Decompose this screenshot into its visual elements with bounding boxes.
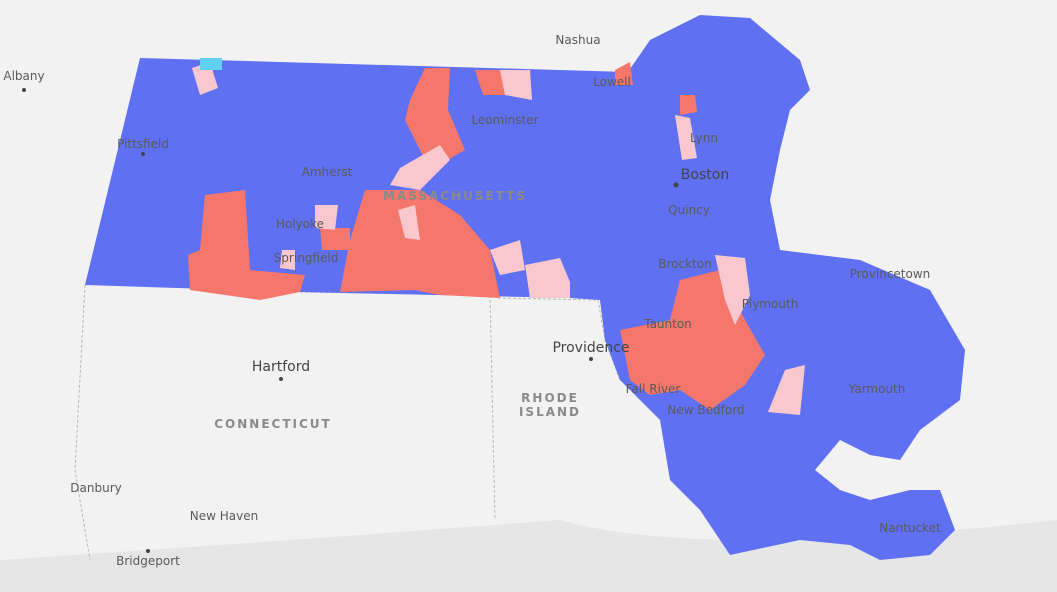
city-dot	[146, 549, 150, 553]
state-label: RHODE	[521, 391, 579, 405]
district	[188, 190, 305, 300]
district	[200, 58, 222, 70]
district	[192, 62, 218, 95]
city-label: Pittsfield	[117, 137, 169, 151]
city-label: Lynn	[690, 131, 718, 145]
city-label: Lowell	[593, 75, 631, 89]
district	[405, 68, 465, 170]
district	[500, 70, 532, 100]
district	[398, 205, 420, 240]
district	[615, 62, 633, 85]
city-dot	[673, 182, 679, 188]
massachusetts	[85, 15, 965, 560]
district	[340, 190, 500, 298]
city-label: Plymouth	[742, 297, 799, 311]
city-label: Holyoke	[276, 217, 324, 231]
city-label: Boston	[681, 167, 729, 183]
city-label: Amherst	[302, 165, 353, 179]
district	[315, 205, 338, 230]
city-label: Nashua	[555, 33, 600, 47]
city-label: Yarmouth	[848, 382, 906, 396]
city-dot	[141, 152, 145, 156]
city-label: Brockton	[658, 257, 711, 271]
city-label: Providence	[552, 340, 629, 356]
city-label: Bridgeport	[116, 554, 180, 568]
pink-districts	[192, 62, 805, 415]
city-dot	[22, 88, 26, 92]
city-dot	[279, 377, 283, 381]
district	[490, 240, 525, 275]
district	[475, 70, 505, 95]
city-label: Taunton	[643, 317, 692, 331]
city-label: New Bedford	[667, 403, 744, 417]
city-label: Fall River	[626, 382, 681, 396]
water	[0, 520, 1057, 592]
district	[675, 115, 697, 160]
district	[768, 365, 805, 415]
city-label: Albany	[3, 69, 44, 83]
district	[280, 250, 295, 270]
city-dot	[589, 357, 593, 361]
district	[715, 255, 750, 325]
city-label: Nantucket	[879, 521, 941, 535]
district	[525, 258, 570, 298]
district	[390, 145, 450, 190]
city-label: Hartford	[252, 359, 310, 375]
labels: MASSACHUSETTS CONNECTICUT RHODE ISLAND N…	[3, 33, 941, 568]
city-label: New Haven	[190, 509, 258, 523]
state-label: CONNECTICUT	[214, 417, 331, 431]
city-dots	[22, 88, 679, 553]
district	[320, 228, 350, 250]
city-label: Springfield	[274, 251, 339, 265]
district	[680, 95, 697, 115]
state-label: ISLAND	[519, 405, 581, 419]
state-label: MASSACHUSETTS	[383, 189, 527, 203]
city-label: Danbury	[70, 481, 121, 495]
city-label: Quincy	[668, 203, 710, 217]
city-label: Leominster	[471, 113, 538, 127]
city-label: Provincetown	[850, 267, 931, 281]
